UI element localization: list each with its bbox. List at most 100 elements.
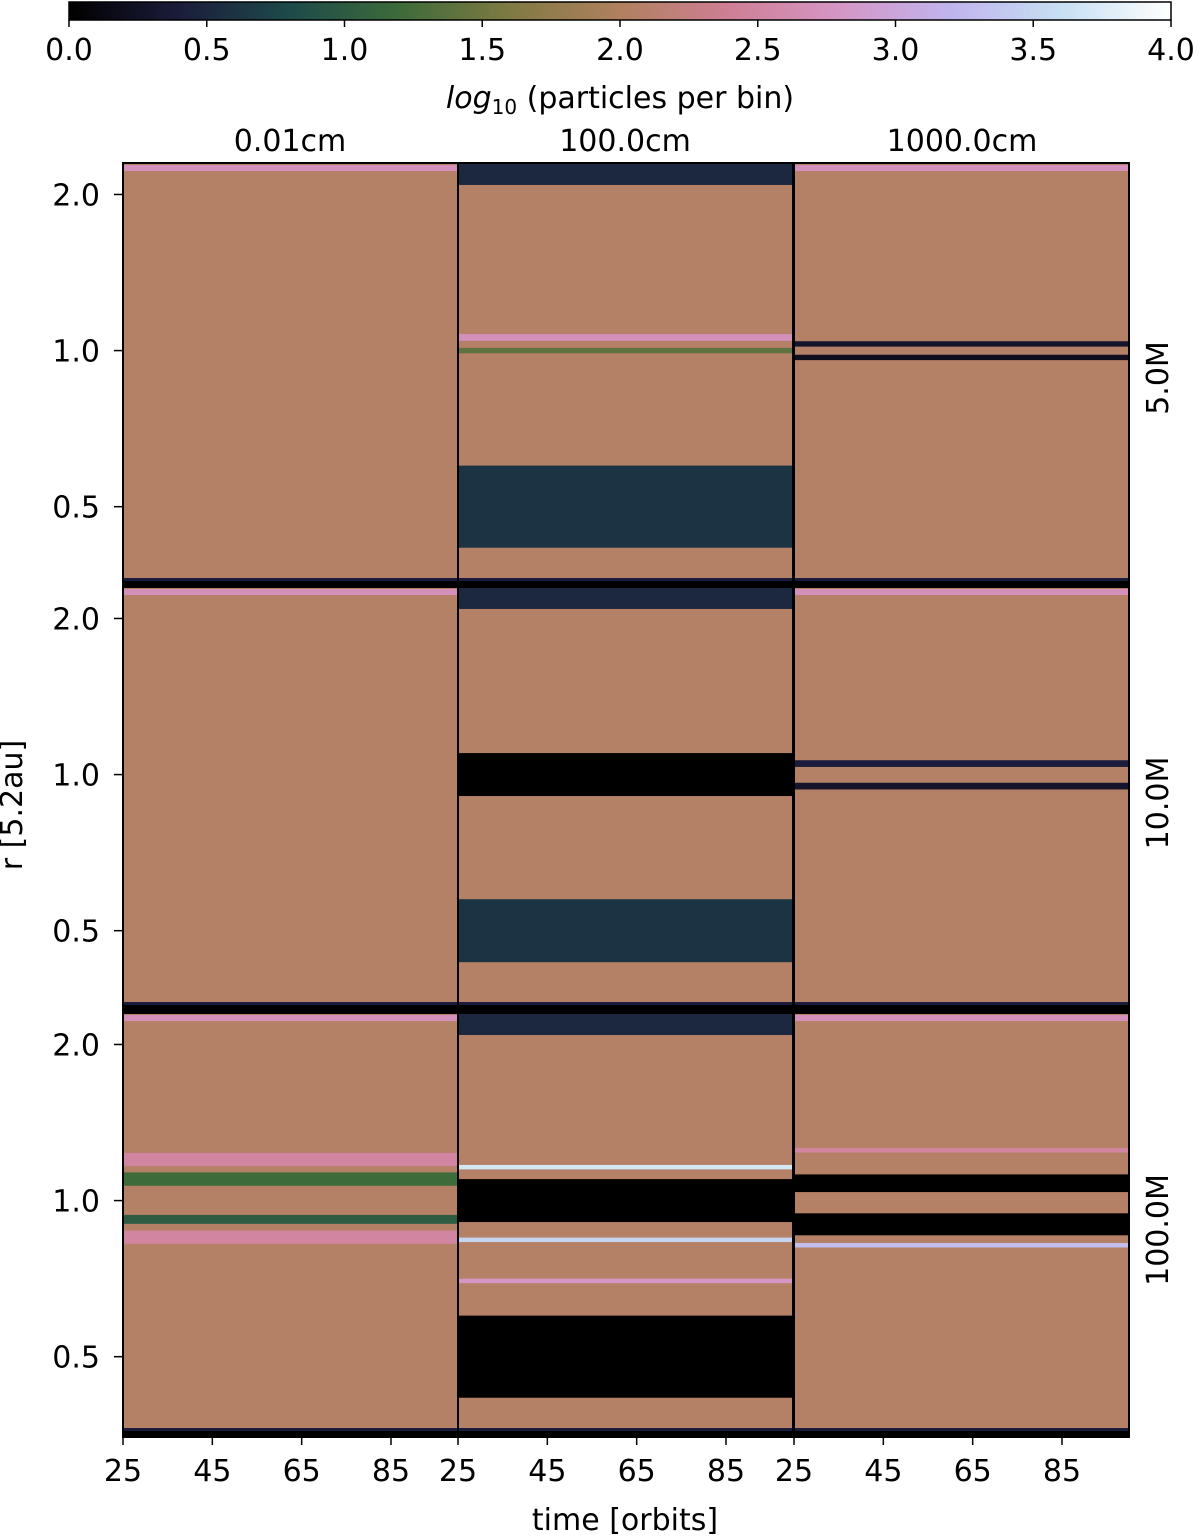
- outer-edge-band: [794, 589, 1129, 595]
- x-tick-label: 85: [1043, 1454, 1081, 1489]
- x-tick-label: 25: [439, 1454, 477, 1489]
- panel-r2-c3: [793, 586, 1130, 1012]
- radial-band: [458, 899, 793, 963]
- inner-edge-band: [458, 1005, 793, 1010]
- panel-background: [123, 163, 458, 587]
- inner-edge-band: [794, 1005, 1129, 1010]
- y-tick-label: 0.5: [52, 915, 100, 950]
- radial-band: [458, 1237, 793, 1243]
- panel-r3-c2: [457, 1012, 794, 1438]
- outer-edge-band: [123, 1015, 458, 1021]
- colorbar-tick-label: 2.5: [734, 33, 782, 68]
- radial-band: [794, 1148, 1129, 1153]
- radial-band: [458, 1179, 793, 1223]
- row-label-2: 10.0M: [1141, 757, 1176, 850]
- panel-r1-c2: [457, 162, 794, 588]
- radial-band: [794, 354, 1129, 361]
- radial-band: [794, 760, 1129, 767]
- y-tick-label: 2.0: [52, 602, 100, 637]
- colorbar: 0.0 0.5 1.0 1.5 2.0 2.5 3.0 3.5 4.0 log10 (parti…: [45, 1, 1195, 119]
- radial-band: [794, 782, 1129, 790]
- panel-frame: [793, 1012, 1130, 1438]
- outer-edge-band: [123, 589, 458, 595]
- radial-band: [123, 1172, 458, 1186]
- column-titles: 0.01cm 100.0cm 1000.0cm: [234, 124, 1038, 159]
- colorbar-tick-label: 0.0: [45, 33, 93, 68]
- panel-r3-c3: [793, 1012, 1130, 1438]
- inner-edge-band: [123, 581, 458, 586]
- x-tick-label: 85: [372, 1454, 410, 1489]
- y-tick-label: 2.0: [52, 1028, 100, 1063]
- radial-band: [458, 347, 793, 354]
- x-tick-label: 45: [528, 1454, 566, 1489]
- x-axis: 25 45 65 85 25 45 65 85 25 45 65 85: [104, 1437, 1081, 1489]
- panel-background: [794, 163, 1129, 587]
- radial-band: [458, 1315, 793, 1398]
- panel-r1-c1: [122, 162, 459, 588]
- panel-grid: [122, 162, 1130, 1438]
- x-tick-label: 45: [193, 1454, 231, 1489]
- y-tick-label: 0.5: [52, 491, 100, 526]
- inner-edge-band: [794, 1431, 1129, 1436]
- outer-edge-band: [794, 1015, 1129, 1021]
- y-tick-label: 1.0: [52, 335, 100, 370]
- outer-edge-band: [794, 165, 1129, 171]
- inner-edge-band: [794, 581, 1129, 586]
- x-tick-label: 65: [618, 1454, 656, 1489]
- panel-frame: [793, 586, 1130, 1012]
- radial-band: [458, 1278, 793, 1284]
- row-labels: 5.0M 10.0M 100.0M: [1141, 341, 1176, 1286]
- x-tick-label: 65: [283, 1454, 321, 1489]
- colorbar-tick-label: 0.5: [183, 33, 231, 68]
- row-label-3: 100.0M: [1141, 1174, 1176, 1286]
- radial-band: [458, 753, 793, 797]
- inner-edge-band: [123, 1005, 458, 1010]
- inner-edge-band: [458, 1431, 793, 1436]
- inner-edge-band: [123, 1431, 458, 1436]
- x-axis-label: time [orbits]: [532, 1503, 718, 1538]
- x-tick-label: 25: [104, 1454, 142, 1489]
- colorbar-tick-label: 3.0: [872, 33, 920, 68]
- colorbar-tick-label: 1.0: [321, 33, 369, 68]
- y-axis: 0.5 1.0 2.0 0.5 1.0 2.0 0.5 1.0 2.0: [52, 178, 123, 1376]
- radial-band: [123, 1230, 458, 1244]
- panel-r3-c1: [122, 1012, 459, 1438]
- radial-band: [458, 1164, 793, 1170]
- panel-background: [794, 587, 1129, 1011]
- y-axis-label: r [5.2au]: [0, 740, 30, 870]
- outer-edge-band: [123, 165, 458, 171]
- x-tick-label: 45: [864, 1454, 902, 1489]
- colorbar-tick-label: 1.5: [458, 33, 506, 68]
- panel-background: [123, 587, 458, 1011]
- radial-band: [123, 1214, 458, 1224]
- colorbar-label: log10 (particles per bin): [446, 81, 794, 119]
- row-label-1: 5.0M: [1141, 341, 1176, 415]
- radial-band: [458, 465, 793, 548]
- radial-band: [458, 1013, 793, 1035]
- x-tick-label: 85: [707, 1454, 745, 1489]
- column-title-3: 1000.0cm: [887, 124, 1038, 159]
- y-tick-label: 0.5: [52, 1341, 100, 1376]
- colorbar-tick-label: 4.0: [1147, 33, 1195, 68]
- x-tick-label: 25: [775, 1454, 813, 1489]
- colorbar-tick-label: 2.0: [596, 33, 644, 68]
- y-tick-label: 2.0: [52, 178, 100, 213]
- panel-r1-c3: [793, 162, 1130, 588]
- panel-r2-c2: [457, 586, 794, 1012]
- colorbar-tick-label: 3.5: [1009, 33, 1057, 68]
- radial-band: [123, 1152, 458, 1167]
- panel-background: [123, 1013, 458, 1437]
- panel-r2-c1: [122, 586, 459, 1012]
- radial-band: [458, 163, 793, 185]
- radial-band: [458, 334, 793, 341]
- radial-band: [794, 1243, 1129, 1248]
- radial-band: [794, 1174, 1129, 1193]
- column-title-2: 100.0cm: [559, 124, 691, 159]
- radial-band: [794, 341, 1129, 347]
- radial-band: [458, 587, 793, 609]
- y-tick-label: 1.0: [52, 1185, 100, 1220]
- radial-band: [794, 1213, 1129, 1236]
- y-tick-label: 1.0: [52, 759, 100, 794]
- colorbar-gradient: [68, 1, 1172, 21]
